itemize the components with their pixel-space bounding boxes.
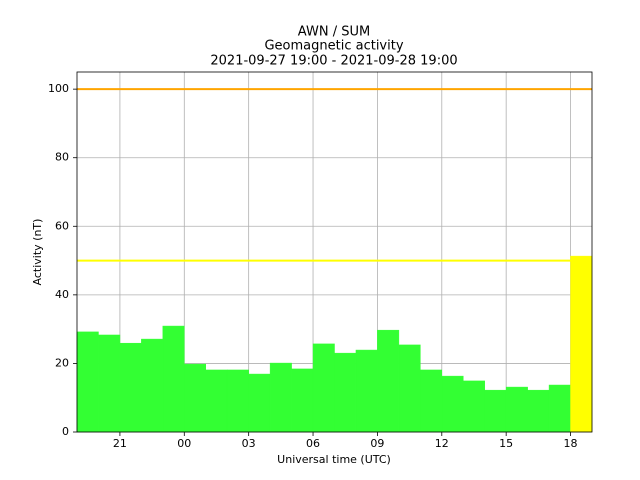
bar [226,369,249,433]
bar [98,334,121,433]
bar [441,375,464,433]
y-tick-label: 0 [62,425,69,438]
bar [377,329,400,433]
x-tick-label: 18 [564,437,578,450]
x-tick-label: 03 [242,437,256,450]
y-tick-label: 100 [48,82,69,95]
bar [184,363,207,433]
bar [527,389,550,433]
bar [334,352,357,433]
bar [420,369,443,433]
bar [398,344,421,433]
bar [355,349,378,433]
y-tick-label: 60 [55,219,69,232]
bar [484,389,507,433]
bar [119,342,142,433]
y-axis-label: Activity (nT) [31,219,44,286]
bar [162,325,185,433]
bar [548,384,571,433]
bar [269,362,292,433]
bar [141,338,164,433]
x-tick-label: 06 [306,437,320,450]
x-tick-label: 12 [435,437,449,450]
chart-title: Geomagnetic activity [264,39,403,54]
chart-title: 2021-09-27 19:00 - 2021-09-28 19:00 [210,54,457,69]
y-tick-label: 40 [55,288,69,301]
x-tick-label: 21 [113,437,127,450]
x-axis-label: Universal time (UTC) [277,453,391,466]
x-tick-label: 00 [177,437,191,450]
bar [312,343,335,433]
bar [463,380,485,433]
y-tick-label: 20 [55,356,69,369]
plot-frame [76,71,593,433]
x-tick-label: 09 [370,437,384,450]
bar [76,331,99,433]
bar [205,369,228,433]
y-tick-label: 80 [55,151,69,164]
bar [505,386,528,433]
x-tick-label: 15 [499,437,513,450]
bar [291,368,314,433]
bar [570,255,593,433]
bar [248,373,271,433]
chart-title: AWN / SUM [298,25,370,40]
